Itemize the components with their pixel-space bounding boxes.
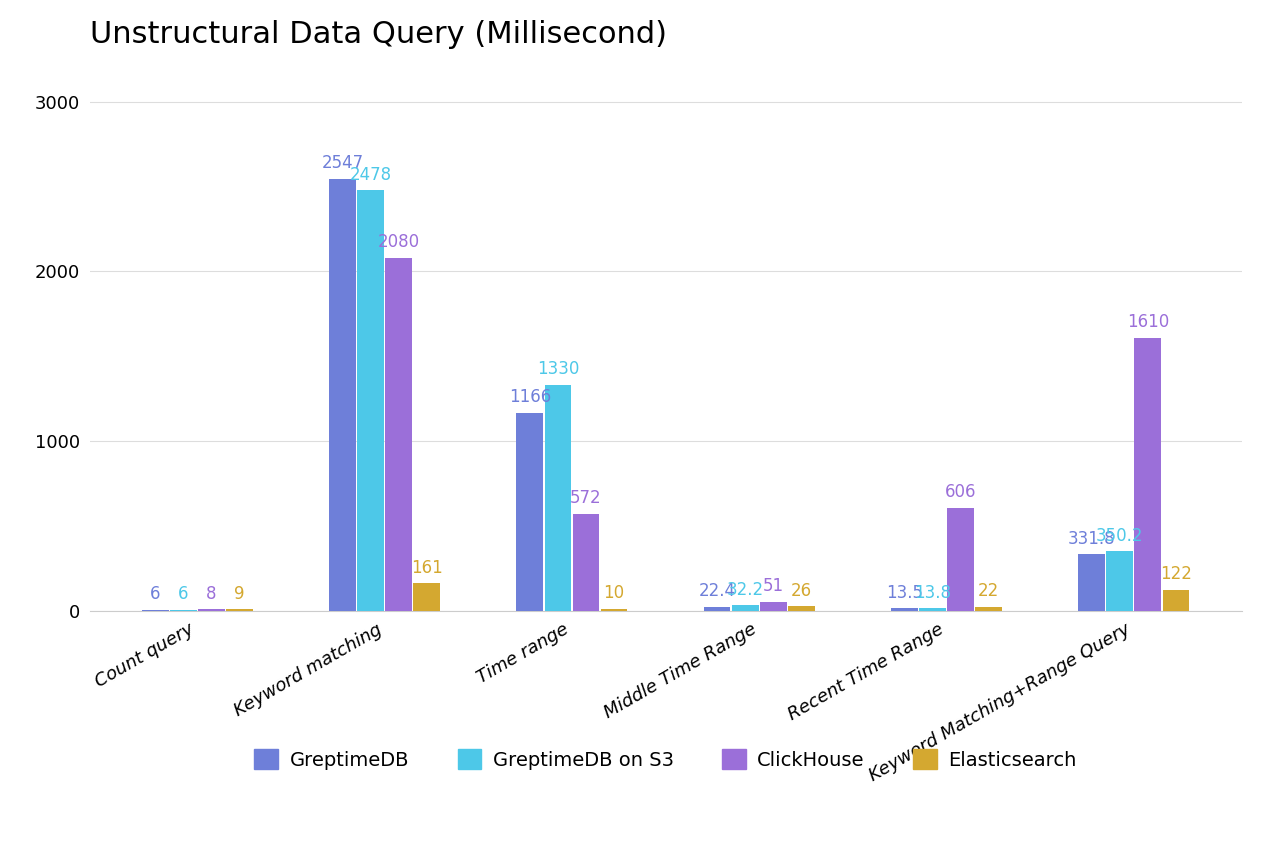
Text: 1610: 1610	[1126, 313, 1169, 331]
Text: 26: 26	[791, 582, 812, 600]
Bar	[1162, 590, 1189, 611]
Text: 10: 10	[604, 584, 625, 602]
Text: 9: 9	[234, 584, 244, 603]
Text: 1166: 1166	[508, 388, 550, 406]
Text: 22: 22	[978, 583, 1000, 600]
Text: 331.8: 331.8	[1068, 530, 1115, 548]
Bar	[1134, 338, 1161, 611]
Bar	[329, 179, 356, 611]
Text: Unstructural Data Query (Millisecond): Unstructural Data Query (Millisecond)	[90, 20, 667, 49]
Bar	[760, 602, 787, 611]
Bar	[357, 190, 384, 611]
Text: 32.2: 32.2	[727, 581, 764, 599]
Bar	[732, 605, 759, 611]
Text: 22.4: 22.4	[699, 583, 736, 600]
Bar	[600, 609, 627, 611]
Bar	[170, 610, 197, 611]
Bar	[1078, 555, 1105, 611]
Bar	[198, 609, 225, 611]
Text: 2547: 2547	[321, 154, 364, 172]
Text: 8: 8	[206, 584, 216, 603]
Bar	[572, 514, 599, 611]
Bar	[975, 607, 1002, 611]
Bar	[413, 583, 440, 611]
Text: 6: 6	[178, 585, 188, 603]
Text: 1330: 1330	[536, 360, 579, 378]
Bar	[788, 606, 814, 611]
Bar	[385, 258, 412, 611]
Text: 13.5: 13.5	[886, 583, 923, 602]
Text: 161: 161	[411, 559, 443, 577]
Text: 2080: 2080	[378, 233, 420, 251]
Text: 122: 122	[1160, 566, 1192, 583]
Bar	[891, 608, 918, 611]
Legend: GreptimeDB, GreptimeDB on S3, ClickHouse, Elasticsearch: GreptimeDB, GreptimeDB on S3, ClickHouse…	[244, 739, 1087, 779]
Text: 13.8: 13.8	[914, 583, 951, 602]
Text: 51: 51	[763, 577, 783, 595]
Bar	[227, 609, 253, 611]
Text: 6: 6	[150, 585, 160, 603]
Bar	[142, 610, 169, 611]
Text: 572: 572	[570, 489, 602, 507]
Bar	[1106, 551, 1133, 611]
Text: 350.2: 350.2	[1096, 527, 1143, 544]
Bar	[517, 413, 543, 611]
Text: 2478: 2478	[349, 165, 392, 184]
Text: 606: 606	[945, 483, 977, 501]
Bar	[919, 608, 946, 611]
Bar	[704, 607, 731, 611]
Bar	[544, 385, 571, 611]
Bar	[947, 508, 974, 611]
